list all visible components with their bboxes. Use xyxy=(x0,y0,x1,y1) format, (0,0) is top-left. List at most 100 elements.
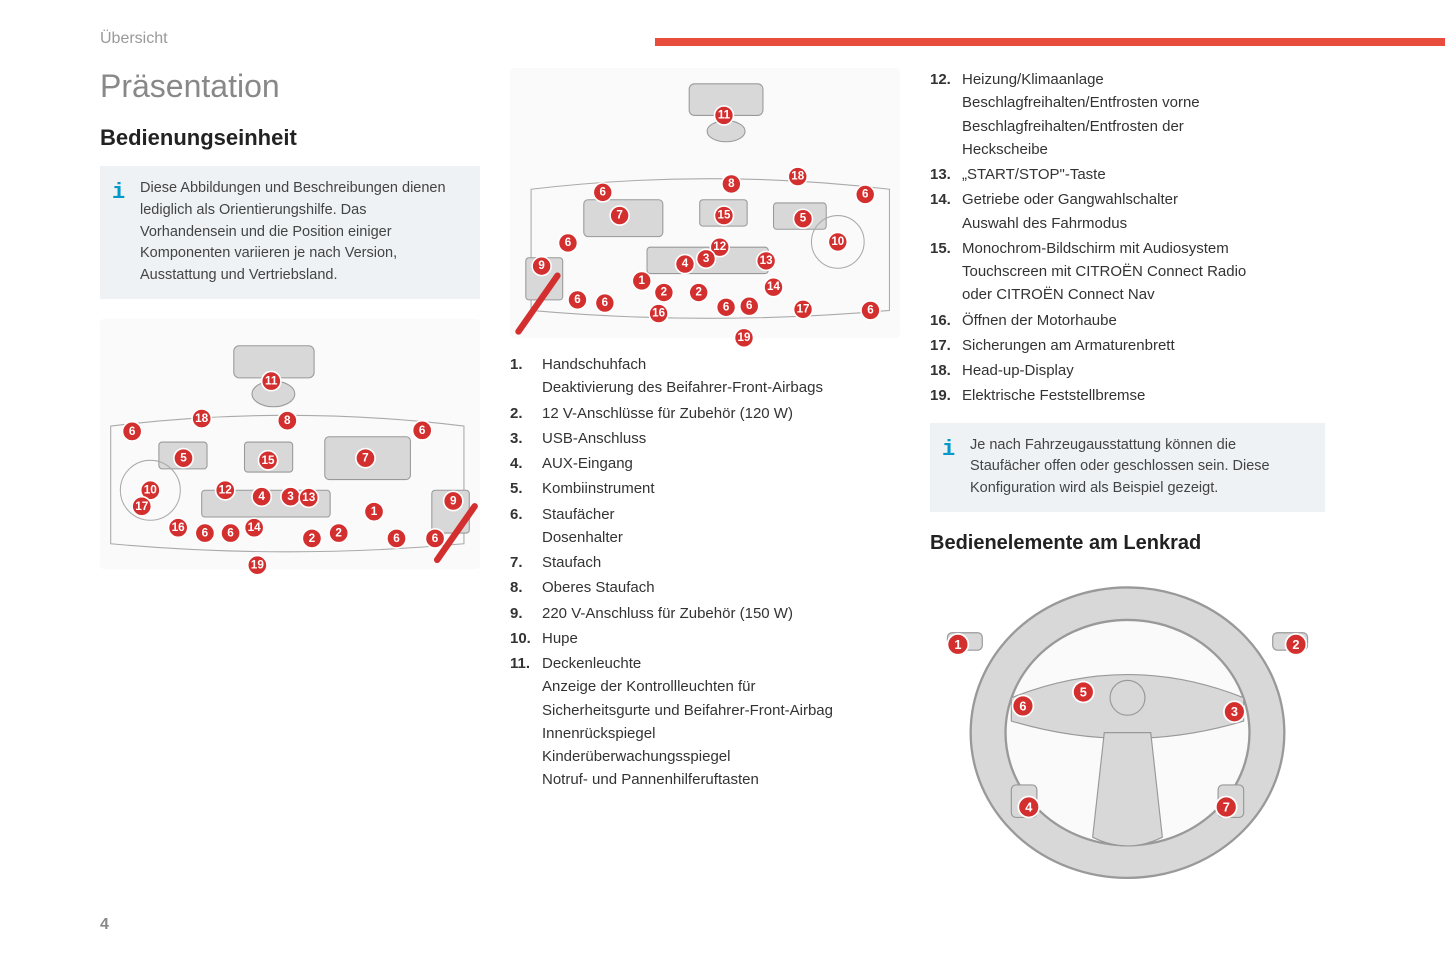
callout-number: 9 xyxy=(450,494,457,507)
list-item: 9.220 V-Anschluss für Zubehör (150 W) xyxy=(510,602,900,625)
list-text: Oberes Staufach xyxy=(542,576,900,599)
column-3: 12.Heizung/KlimaanlageBeschlagfreihalten… xyxy=(930,68,1325,850)
callout-number: 7 xyxy=(616,210,622,222)
list-text: Staufach xyxy=(542,551,900,574)
numbered-list-2: 12.Heizung/KlimaanlageBeschlagfreihalten… xyxy=(930,68,1325,408)
list-text: „START/STOP"-Taste xyxy=(962,163,1325,186)
callout-number: 12 xyxy=(713,241,726,253)
list-text: Elektrische Feststellbremse xyxy=(962,384,1325,407)
list-number: 18. xyxy=(930,359,962,382)
list-item: 11.DeckenleuchteAnzeige der Kontrollleuc… xyxy=(510,652,900,792)
list-text: Hupe xyxy=(542,627,900,650)
info-text-1: Diese Abbildungen und Beschreibungen die… xyxy=(140,180,446,283)
info-text-2: Je nach Fahrzeugausstattung können die S… xyxy=(970,437,1270,497)
list-number: 15. xyxy=(930,237,962,307)
callout-number: 7 xyxy=(1223,799,1230,814)
list-number: 3. xyxy=(510,427,542,450)
callout-number: 1 xyxy=(639,275,646,287)
callout-number: 3 xyxy=(703,253,710,265)
list-text: HandschuhfachDeaktivierung des Beifahrer… xyxy=(542,353,900,400)
callout-number: 15 xyxy=(718,210,731,222)
callout-number: 11 xyxy=(718,109,731,121)
list-number: 8. xyxy=(510,576,542,599)
subtitle: Bedienungseinheit xyxy=(100,125,480,151)
callout-number: 3 xyxy=(287,490,294,503)
list-text: USB-Anschluss xyxy=(542,427,900,450)
list-number: 19. xyxy=(930,384,962,407)
callout-number: 6 xyxy=(202,526,209,539)
content-columns: Präsentation Bedienungseinheit i Diese A… xyxy=(100,68,1395,850)
callout-number: 6 xyxy=(602,297,609,309)
list-number: 7. xyxy=(510,551,542,574)
callout-number: 4 xyxy=(258,490,265,503)
info-icon: i xyxy=(112,176,125,209)
subtitle-2: Bedienelemente am Lenkrad xyxy=(930,532,1325,555)
dashboard-diagram-right: 1168186715561213109431146622616617619 xyxy=(510,68,900,338)
list-text: 220 V-Anschluss für Zubehör (150 W) xyxy=(542,602,900,625)
list-item: 18.Head-up-Display xyxy=(930,359,1325,382)
callout-number: 2 xyxy=(335,526,342,539)
callout-number: 6 xyxy=(565,237,572,249)
list-item: 16.Öffnen der Motorhaube xyxy=(930,309,1325,332)
callout-number: 6 xyxy=(432,532,439,545)
callout-number: 16 xyxy=(652,308,665,320)
callout-number: 19 xyxy=(251,558,265,571)
manual-page: Übersicht Präsentation Bedienungseinheit… xyxy=(0,0,1445,964)
column-1: Präsentation Bedienungseinheit i Diese A… xyxy=(100,68,480,850)
callout-number: 6 xyxy=(867,304,874,316)
list-text: Heizung/KlimaanlageBeschlagfreihalten/En… xyxy=(962,68,1325,161)
callout-number: 2 xyxy=(309,532,316,545)
callout-number: 12 xyxy=(219,484,233,497)
callout-number: 10 xyxy=(831,236,844,248)
list-number: 16. xyxy=(930,309,962,332)
list-number: 6. xyxy=(510,503,542,550)
callout-number: 14 xyxy=(248,521,262,534)
list-item: 15.Monochrom-Bildschirm mit AudiosystemT… xyxy=(930,237,1325,307)
list-item: 4.AUX-Eingang xyxy=(510,452,900,475)
callout-number: 3 xyxy=(1231,704,1238,719)
callout-number: 16 xyxy=(172,521,186,534)
callout-number: 2 xyxy=(1292,637,1299,652)
list-text: Kombiinstrument xyxy=(542,477,900,500)
list-text: 12 V-Anschlüsse für Zubehör (120 W) xyxy=(542,402,900,425)
callout-number: 18 xyxy=(195,412,209,425)
callout-number: 7 xyxy=(362,451,369,464)
list-item: 3.USB-Anschluss xyxy=(510,427,900,450)
list-item: 5.Kombiinstrument xyxy=(510,477,900,500)
callout-number: 14 xyxy=(767,281,780,293)
callout-number: 4 xyxy=(682,258,689,270)
numbered-list-1: 1.HandschuhfachDeaktivierung des Beifahr… xyxy=(510,353,900,792)
callout-number: 6 xyxy=(746,300,753,312)
info-box-2: i Je nach Fahrzeugausstattung können die… xyxy=(930,423,1325,512)
callout-number: 6 xyxy=(393,532,400,545)
callout-number: 19 xyxy=(738,332,751,344)
info-box-1: i Diese Abbildungen und Beschreibungen d… xyxy=(100,166,480,299)
page-number: 4 xyxy=(100,916,109,934)
dashboard-diagram-left: 11188665157101243131719166614226619 xyxy=(100,319,480,569)
callout-number: 13 xyxy=(760,255,773,267)
list-text: Head-up-Display xyxy=(962,359,1325,382)
list-number: 14. xyxy=(930,188,962,235)
list-text: Sicherungen am Armaturenbrett xyxy=(962,334,1325,357)
callout-number: 6 xyxy=(1019,698,1026,713)
callout-number: 8 xyxy=(728,178,735,190)
list-number: 13. xyxy=(930,163,962,186)
list-item: 19.Elektrische Feststellbremse xyxy=(930,384,1325,407)
list-text: AUX-Eingang xyxy=(542,452,900,475)
list-number: 9. xyxy=(510,602,542,625)
callout-number: 4 xyxy=(1025,799,1033,814)
column-2: 1168186715561213109431146622616617619 1.… xyxy=(510,68,900,850)
list-text: DeckenleuchteAnzeige der Kontrollleuchte… xyxy=(542,652,900,792)
callout-number: 6 xyxy=(600,186,607,198)
list-item: 8.Oberes Staufach xyxy=(510,576,900,599)
callout-number: 5 xyxy=(180,451,187,464)
list-number: 2. xyxy=(510,402,542,425)
list-item: 2.12 V-Anschlüsse für Zubehör (120 W) xyxy=(510,402,900,425)
list-item: 7.Staufach xyxy=(510,551,900,574)
callout-number: 6 xyxy=(574,294,581,306)
callout-number: 15 xyxy=(262,454,276,467)
list-text: Getriebe oder GangwahlschalterAuswahl de… xyxy=(962,188,1325,235)
callout-number: 1 xyxy=(371,505,378,518)
callout-number: 6 xyxy=(227,526,234,539)
callout-number: 13 xyxy=(302,491,316,504)
